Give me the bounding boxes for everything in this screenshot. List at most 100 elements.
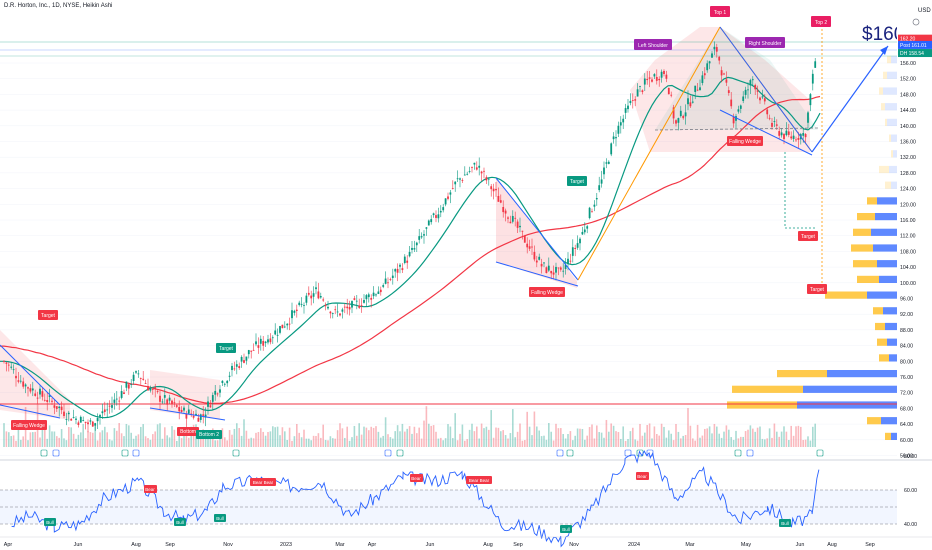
profile-bar-buy: [887, 118, 897, 126]
candle: [106, 409, 109, 411]
event-marker[interactable]: [52, 449, 60, 457]
candle: [250, 350, 253, 352]
candle: [168, 397, 171, 401]
profile-bar-sell: [727, 401, 797, 409]
volume-bar: [440, 437, 442, 447]
rsi-label-bear-bear-1: Bear Bear: [253, 480, 274, 485]
candle: [396, 268, 399, 273]
candle: [653, 74, 656, 77]
price-tag-bg: [898, 40, 932, 49]
label-top2: Top 2: [815, 20, 827, 26]
candle: [696, 89, 699, 91]
volume-bar: [610, 423, 612, 447]
candle: [295, 309, 298, 311]
volume-bar: [730, 437, 732, 447]
volume-bar: [783, 426, 785, 447]
volume-bar: [380, 437, 382, 447]
candle: [142, 378, 145, 380]
volume-bar: [600, 432, 603, 447]
event-marker[interactable]: [132, 449, 140, 457]
volume-bar: [92, 432, 94, 447]
candle: [802, 133, 805, 136]
candle: [593, 204, 596, 207]
candle: [298, 302, 301, 305]
profile-bar-buy: [887, 338, 897, 346]
candle: [485, 177, 488, 181]
event-marker[interactable]: [566, 449, 574, 457]
volume-bar: [370, 426, 372, 447]
candle: [725, 79, 728, 83]
volume-bar: [58, 437, 60, 447]
profile-bar-sell: [885, 181, 891, 189]
event-marker[interactable]: [396, 449, 404, 457]
price-tick: 64.00: [900, 422, 913, 428]
volume-bar: [567, 433, 569, 447]
event-marker[interactable]: [734, 449, 742, 457]
profile-bar-buy: [875, 213, 897, 221]
volume-bar: [281, 427, 284, 447]
rsi-label-bull-5: Bull: [781, 521, 789, 526]
label-top1: Top 1: [714, 10, 726, 16]
candle: [202, 414, 205, 416]
candle: [329, 311, 332, 314]
volume-bar: [243, 419, 245, 447]
candle: [610, 143, 613, 155]
candle: [67, 412, 70, 415]
candle: [403, 256, 406, 264]
event-marker[interactable]: [556, 449, 564, 457]
candle: [451, 188, 454, 190]
candle: [631, 100, 634, 101]
volume-bar: [665, 437, 668, 447]
event-marker[interactable]: [232, 449, 240, 457]
time-tick: Mar: [685, 542, 694, 548]
candle: [204, 414, 207, 418]
event-marker[interactable]: [40, 449, 48, 457]
volume-bar: [562, 434, 564, 447]
rsi-label-bull-1: Bull: [46, 520, 54, 525]
volume-bar: [622, 426, 624, 447]
volume-bar: [416, 433, 418, 447]
candle: [603, 167, 605, 175]
volume-bar: [569, 431, 572, 447]
event-marker[interactable]: [121, 449, 129, 457]
volume-bar: [284, 431, 286, 447]
volume-bar: [687, 408, 689, 447]
volume-bar: [197, 435, 200, 447]
candle: [24, 384, 27, 387]
profile-bar-sell: [879, 165, 889, 174]
candle: [442, 207, 445, 211]
candle: [209, 405, 212, 408]
candle: [226, 380, 229, 384]
volume-bar: [588, 427, 591, 447]
volume-bar: [120, 433, 123, 447]
volume-bar: [137, 434, 140, 447]
candle: [315, 287, 317, 290]
volume-bar: [449, 426, 452, 447]
volume-bar: [564, 438, 567, 447]
volume-bar: [356, 435, 358, 447]
candle: [475, 167, 478, 170]
volume-bar: [648, 423, 651, 447]
volume-bar: [176, 440, 178, 447]
candle: [639, 86, 641, 87]
candle: [283, 326, 286, 328]
event-marker[interactable]: [384, 449, 392, 457]
volume-bar: [228, 430, 231, 447]
event-marker[interactable]: [816, 449, 824, 457]
volume-bar: [159, 423, 161, 447]
rsi-label-bull-3: Bull: [216, 516, 224, 521]
candle: [46, 399, 49, 402]
settings-icon[interactable]: [912, 18, 920, 26]
event-marker[interactable]: [746, 449, 754, 457]
volume-bar: [490, 410, 492, 447]
volume-bar: [185, 429, 188, 447]
volume-bar: [20, 439, 22, 447]
profile-bar-sell: [857, 213, 875, 221]
candle: [519, 225, 521, 228]
candle: [420, 236, 423, 238]
volume-bar: [684, 434, 687, 447]
candle: [598, 185, 601, 191]
candle: [276, 334, 279, 336]
candle: [538, 256, 541, 260]
